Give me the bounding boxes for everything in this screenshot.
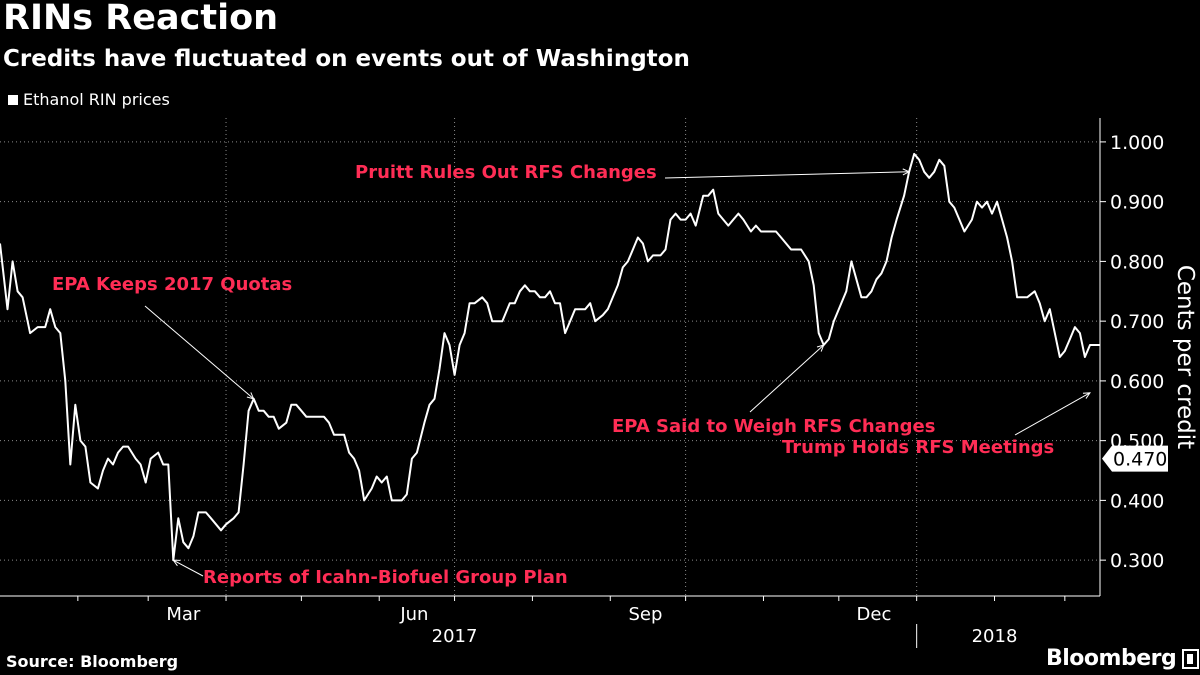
y-tick-label: 0.600 xyxy=(1110,371,1164,393)
x-year-label: 2018 xyxy=(972,626,1018,647)
annotation-label: Trump Holds RFS Meetings xyxy=(782,437,1054,458)
annotation-leader xyxy=(749,344,825,413)
last-value-badge xyxy=(1102,445,1168,472)
last-value-label: 0.470 xyxy=(1113,449,1167,471)
brand-logo: Bloomberg xyxy=(1046,646,1200,671)
legend-label: Ethanol RIN prices xyxy=(23,90,170,109)
source-note: Source: Bloomberg xyxy=(6,652,179,671)
series-line-ethanol-rin xyxy=(0,152,1100,562)
x-tick-label: Sep xyxy=(628,604,662,625)
x-tick-label: Dec xyxy=(857,604,892,625)
y-tick-label: 0.800 xyxy=(1110,251,1164,273)
legend: Ethanol RIN prices xyxy=(8,90,170,109)
chart-subtitle: Credits have fluctuated on events out of… xyxy=(3,46,690,72)
brand-name: Bloomberg xyxy=(1046,646,1177,671)
annotation-arrowhead xyxy=(902,168,911,176)
annotation-label: EPA Keeps 2017 Quotas xyxy=(52,274,292,295)
annotation-leader xyxy=(664,171,910,179)
annotation-leader xyxy=(144,305,254,400)
annotation-leader xyxy=(1014,392,1091,436)
legend-swatch xyxy=(8,94,18,105)
y-tick-label: 0.300 xyxy=(1110,550,1164,572)
y-tick-label: 0.700 xyxy=(1110,311,1164,333)
y-axis-label: Cents per credit xyxy=(1172,265,1198,449)
y-tick-label: 0.400 xyxy=(1110,490,1164,512)
x-tick-label: Jun xyxy=(399,604,428,625)
annotation-leader xyxy=(173,559,204,577)
annotation-arrowhead xyxy=(816,344,825,352)
y-tick-label: 1.000 xyxy=(1110,132,1164,154)
y-tick-label: 0.900 xyxy=(1110,192,1164,214)
x-tick-label: Mar xyxy=(166,604,201,625)
annotation-label: EPA Said to Weigh RFS Changes xyxy=(612,416,935,437)
chart-title: RINs Reaction xyxy=(3,0,279,38)
annotation-arrowhead xyxy=(172,559,181,567)
annotation-label: Pruitt Rules Out RFS Changes xyxy=(355,162,657,183)
annotation-arrowhead xyxy=(246,392,255,400)
annotation-label: Reports of Icahn-Biofuel Group Plan xyxy=(203,567,568,588)
annotation-arrowhead xyxy=(1082,392,1091,399)
bloomberg-terminal-icon xyxy=(1182,648,1200,669)
x-year-label: 2017 xyxy=(432,626,478,647)
